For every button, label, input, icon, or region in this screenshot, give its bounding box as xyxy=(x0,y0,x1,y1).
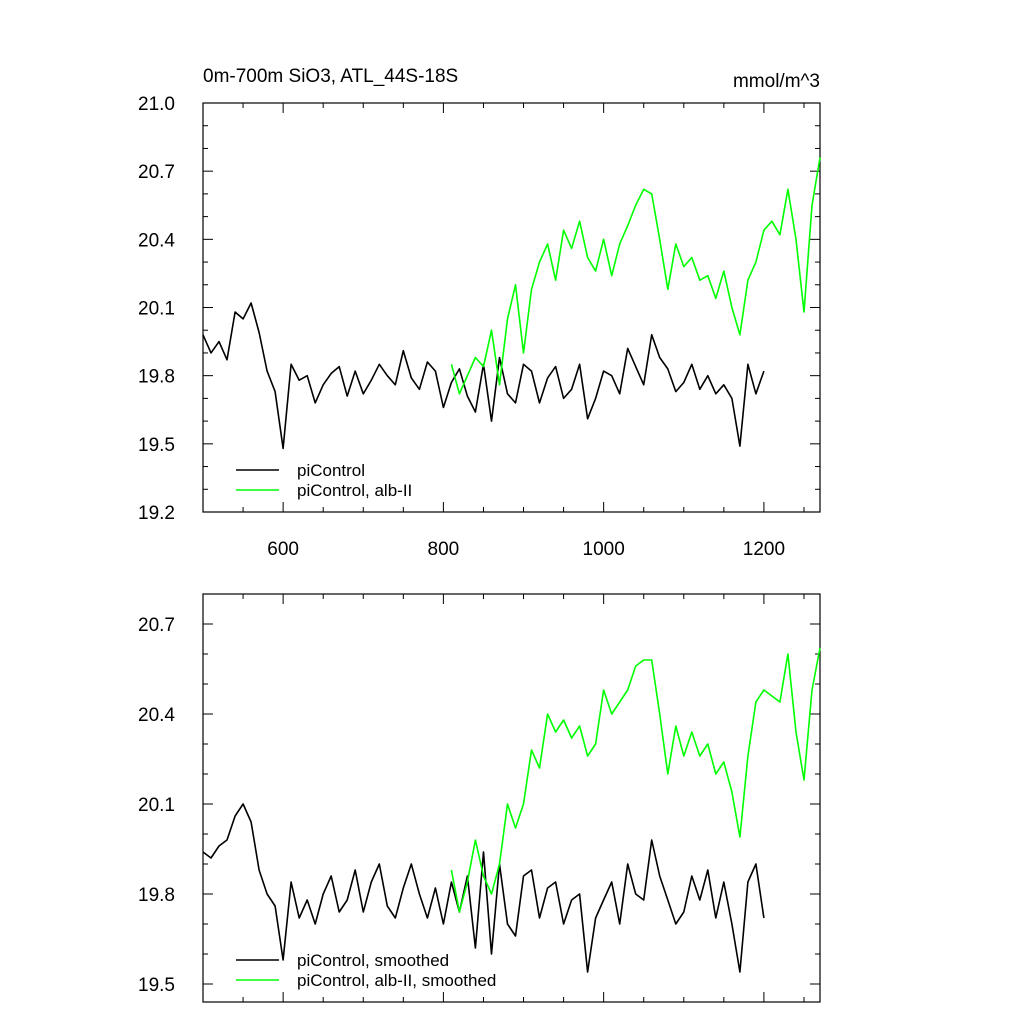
y-tick-label: 19.8 xyxy=(138,367,175,388)
y-tick-label: 20.4 xyxy=(138,230,175,251)
series-line-green xyxy=(450,647,821,913)
chart-title: 0m-700m SiO3, ATL_44S-18S xyxy=(203,66,458,87)
y-tick-label: 20.4 xyxy=(138,705,175,726)
x-tick-label: 1200 xyxy=(743,539,785,560)
y-tick-label: 19.8 xyxy=(138,885,175,906)
x-tick-label: 600 xyxy=(267,539,299,560)
y-tick-label: 20.1 xyxy=(138,795,175,816)
series-line-black xyxy=(202,302,765,450)
y-tick-label: 20.1 xyxy=(138,299,175,320)
y-tick-label: 21.0 xyxy=(138,94,175,115)
unit-label: mmol/m^3 xyxy=(733,71,820,92)
series-line-black xyxy=(202,803,765,973)
y-tick-label: 20.7 xyxy=(138,615,175,636)
legend-label: piControl, alb-II, smoothed xyxy=(297,971,496,990)
y-tick-label: 19.5 xyxy=(138,975,175,996)
x-tick-label: 800 xyxy=(428,539,460,560)
y-tick-label: 20.7 xyxy=(138,162,175,183)
y-tick-label: 19.5 xyxy=(138,435,175,456)
x-tick-label: 1000 xyxy=(583,539,625,560)
y-tick-label: 19.2 xyxy=(138,503,175,524)
legend-label: piControl, smoothed xyxy=(297,951,449,970)
top-panel: 600 800 1000 1200 19.2 19.5 19.8 20.1 20.4 20.7 21… xyxy=(138,94,821,560)
legend-label: piControl, alb-II xyxy=(297,481,412,500)
plot-frame xyxy=(202,102,821,513)
series-line-green xyxy=(450,157,821,395)
bottom-panel: 19.5 19.8 20.1 20.4 20.7 piControl, smoothedp… xyxy=(138,593,821,1003)
plot-frame xyxy=(202,593,821,1003)
legend-label: piControl xyxy=(297,461,365,480)
